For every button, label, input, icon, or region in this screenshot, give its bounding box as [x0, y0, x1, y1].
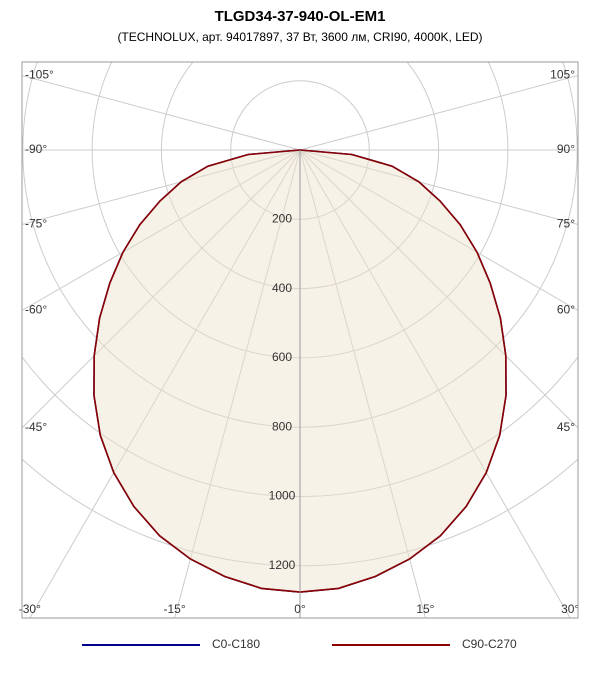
grid-spoke [22, 149, 301, 311]
angle-label: 75° [557, 217, 575, 231]
angle-label: 45° [557, 420, 575, 434]
r-tick-label: 200 [272, 211, 292, 225]
labels: -105° -90° -75° -60° -45° -30° -15° 0° 15° 30° 45°… [19, 68, 580, 616]
grid-spoke [299, 149, 578, 225]
angle-label: 0° [294, 602, 306, 616]
angle-label: 30° [561, 602, 579, 616]
grid-spoke [22, 149, 301, 225]
grid-spoke [299, 149, 571, 618]
angle-label: -75° [25, 217, 47, 231]
angle-label: -45° [25, 420, 47, 434]
angle-label: -15° [164, 602, 186, 616]
plot-area [22, 62, 578, 618]
angle-label: 60° [557, 303, 575, 317]
r-tick-label: 1000 [269, 489, 296, 503]
angle-label: -60° [25, 303, 47, 317]
chart-title: TLGD34-37-940-OL-EM1 [215, 8, 386, 25]
chart-subtitle: (TECHNOLUX, арт. 94017897, 37 Вт, 3600 л… [117, 30, 482, 44]
r-tick-label: 1200 [269, 558, 296, 572]
grid-spoke [22, 75, 301, 151]
grid-spoke [299, 149, 578, 311]
grid-spoke [22, 149, 301, 429]
legend-label: C90-C270 [462, 637, 517, 651]
angle-label: -30° [19, 602, 41, 616]
grid-spoke [299, 149, 426, 618]
plot-frame [21, 61, 579, 619]
angle-label: 15° [416, 602, 434, 616]
r-tick-label: 400 [272, 281, 292, 295]
legend-label: C0-C180 [212, 637, 260, 651]
grid-spoke [29, 149, 301, 618]
angle-label: -105° [25, 68, 54, 82]
angle-label: 90° [557, 142, 575, 156]
angle-label: 105° [550, 68, 575, 82]
grid-spoke [299, 75, 578, 151]
r-tick-label: 800 [272, 419, 292, 433]
legend: C0-C180 C90-C270 [82, 637, 517, 651]
angle-label: -90° [25, 142, 47, 156]
grid-spoke [174, 149, 301, 618]
r-tick-label: 600 [272, 350, 292, 364]
grid-spoke [299, 149, 578, 429]
